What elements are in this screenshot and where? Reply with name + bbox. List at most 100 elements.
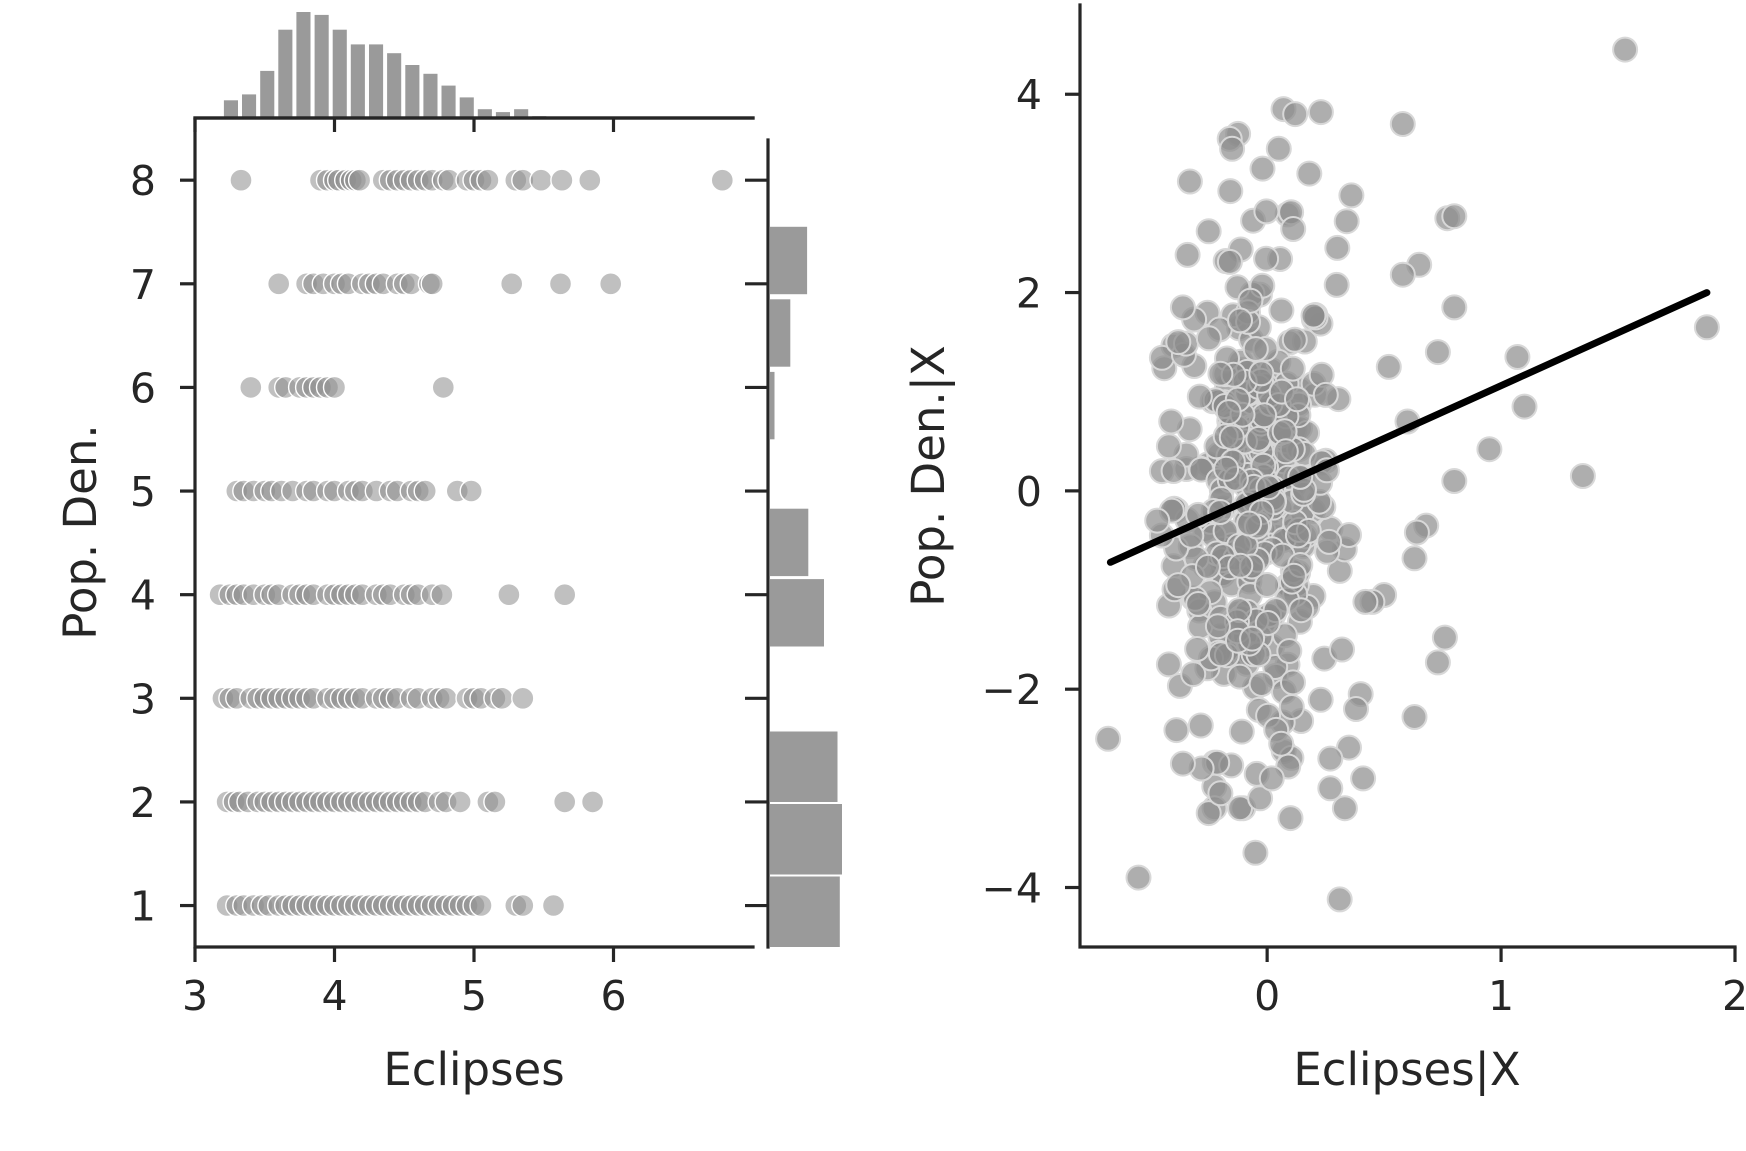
y-tick-label: 2	[130, 779, 156, 827]
x-tick-label: 1	[1488, 972, 1514, 1020]
data-point	[1338, 182, 1365, 209]
y-tick-label: −2	[982, 666, 1042, 714]
data-point	[490, 686, 514, 710]
data-point	[500, 272, 524, 296]
data-point	[1218, 424, 1245, 451]
data-point	[1165, 329, 1192, 356]
data-point	[1284, 386, 1310, 413]
data-point	[1329, 636, 1355, 663]
data-point	[1228, 718, 1255, 745]
data-point	[1258, 765, 1285, 792]
data-point	[1280, 216, 1307, 242]
data-point	[1511, 393, 1538, 420]
x-tick-label: 2	[1722, 972, 1746, 1020]
data-point	[1281, 326, 1308, 353]
data-point	[1187, 712, 1214, 739]
y-tick-label: 3	[130, 675, 156, 723]
data-point	[469, 893, 493, 918]
data-point	[1268, 297, 1295, 324]
y-tick-label: −4	[982, 865, 1042, 913]
data-point	[267, 272, 291, 296]
data-point	[1343, 696, 1369, 722]
data-point	[1276, 638, 1303, 664]
data-point	[1242, 839, 1269, 866]
data-point	[1163, 717, 1190, 744]
data-point	[1265, 135, 1292, 162]
data-point	[1217, 178, 1244, 205]
data-point	[1401, 704, 1428, 730]
joint-x-axis-label: Eclipses	[383, 1043, 564, 1096]
data-point	[1278, 694, 1305, 720]
data-point	[550, 168, 574, 192]
joint-x-ticks: 3 4 5 6	[182, 947, 627, 1020]
data-point	[1184, 636, 1211, 662]
x-tick-label: 6	[600, 972, 626, 1020]
data-point	[1185, 591, 1212, 617]
data-point	[1242, 336, 1269, 362]
data-point	[553, 790, 577, 814]
data-point	[1245, 425, 1272, 452]
data-point	[578, 168, 602, 192]
regression-x-axis-label: Eclipses|X	[1293, 1043, 1520, 1096]
data-point	[1317, 745, 1344, 772]
data-point	[1389, 261, 1416, 288]
data-point	[1403, 519, 1430, 546]
y-tick-label: 5	[130, 468, 156, 516]
partial-regression-plot: 0 1 2 4 2 0 −2 −4 Eclipses|X Pop. Den.|X	[902, 3, 1746, 1096]
data-point	[1279, 355, 1306, 382]
data-point	[1158, 408, 1185, 435]
joint-y-ticks: 1 2 3 4 5 6 7 8	[130, 157, 195, 931]
data-point	[1441, 294, 1468, 321]
y-tick-label: 6	[130, 364, 156, 412]
histogram-bar	[770, 508, 809, 577]
data-point	[1693, 314, 1720, 341]
data-point	[511, 893, 535, 918]
data-point	[1296, 160, 1323, 187]
data-point	[1350, 765, 1377, 792]
histogram-bar	[770, 371, 775, 440]
histogram-bar	[459, 97, 474, 118]
data-point	[1612, 36, 1639, 63]
data-point	[1247, 785, 1274, 812]
y-tick-label: 1	[130, 883, 156, 931]
histogram-bar	[332, 29, 347, 119]
data-point	[580, 790, 605, 814]
histogram-bar	[770, 579, 824, 647]
histogram-bar	[369, 44, 384, 118]
data-point	[1195, 325, 1222, 352]
data-point	[1300, 302, 1327, 329]
histogram-bar	[314, 14, 329, 118]
histogram-bar	[770, 226, 808, 295]
marginal-x-ticks	[193, 118, 616, 132]
regression-x-ticks: 0 1 2	[1254, 947, 1746, 1020]
data-point	[1272, 438, 1299, 465]
data-point	[1226, 663, 1253, 690]
histogram-bar	[223, 100, 238, 118]
histogram-bar	[387, 53, 402, 119]
data-point	[431, 375, 455, 400]
data-point	[1307, 99, 1334, 126]
data-point	[1216, 248, 1243, 275]
joint-scatter-points	[208, 168, 734, 918]
data-point	[548, 272, 573, 296]
data-point	[1165, 572, 1192, 599]
data-point	[541, 893, 566, 918]
x-tick-label: 3	[182, 972, 208, 1020]
histogram-bar	[260, 70, 275, 118]
data-point	[1307, 686, 1334, 713]
histogram-bar	[405, 65, 420, 118]
x-tick-label: 4	[321, 972, 347, 1020]
data-point	[1213, 455, 1240, 482]
data-point	[1186, 383, 1213, 410]
joint-plot: 3 4 5 6 1 2 3 4 5 6 7 8 Eclipses Pop. Den.	[54, 12, 842, 1096]
data-point	[1155, 433, 1182, 460]
data-point	[1169, 750, 1196, 777]
data-point	[430, 583, 454, 607]
data-point	[1312, 381, 1339, 408]
histogram-bar	[350, 44, 365, 118]
histogram-bar	[441, 85, 456, 118]
data-point	[1284, 522, 1311, 549]
data-point	[1431, 624, 1458, 651]
data-point	[1169, 294, 1196, 321]
